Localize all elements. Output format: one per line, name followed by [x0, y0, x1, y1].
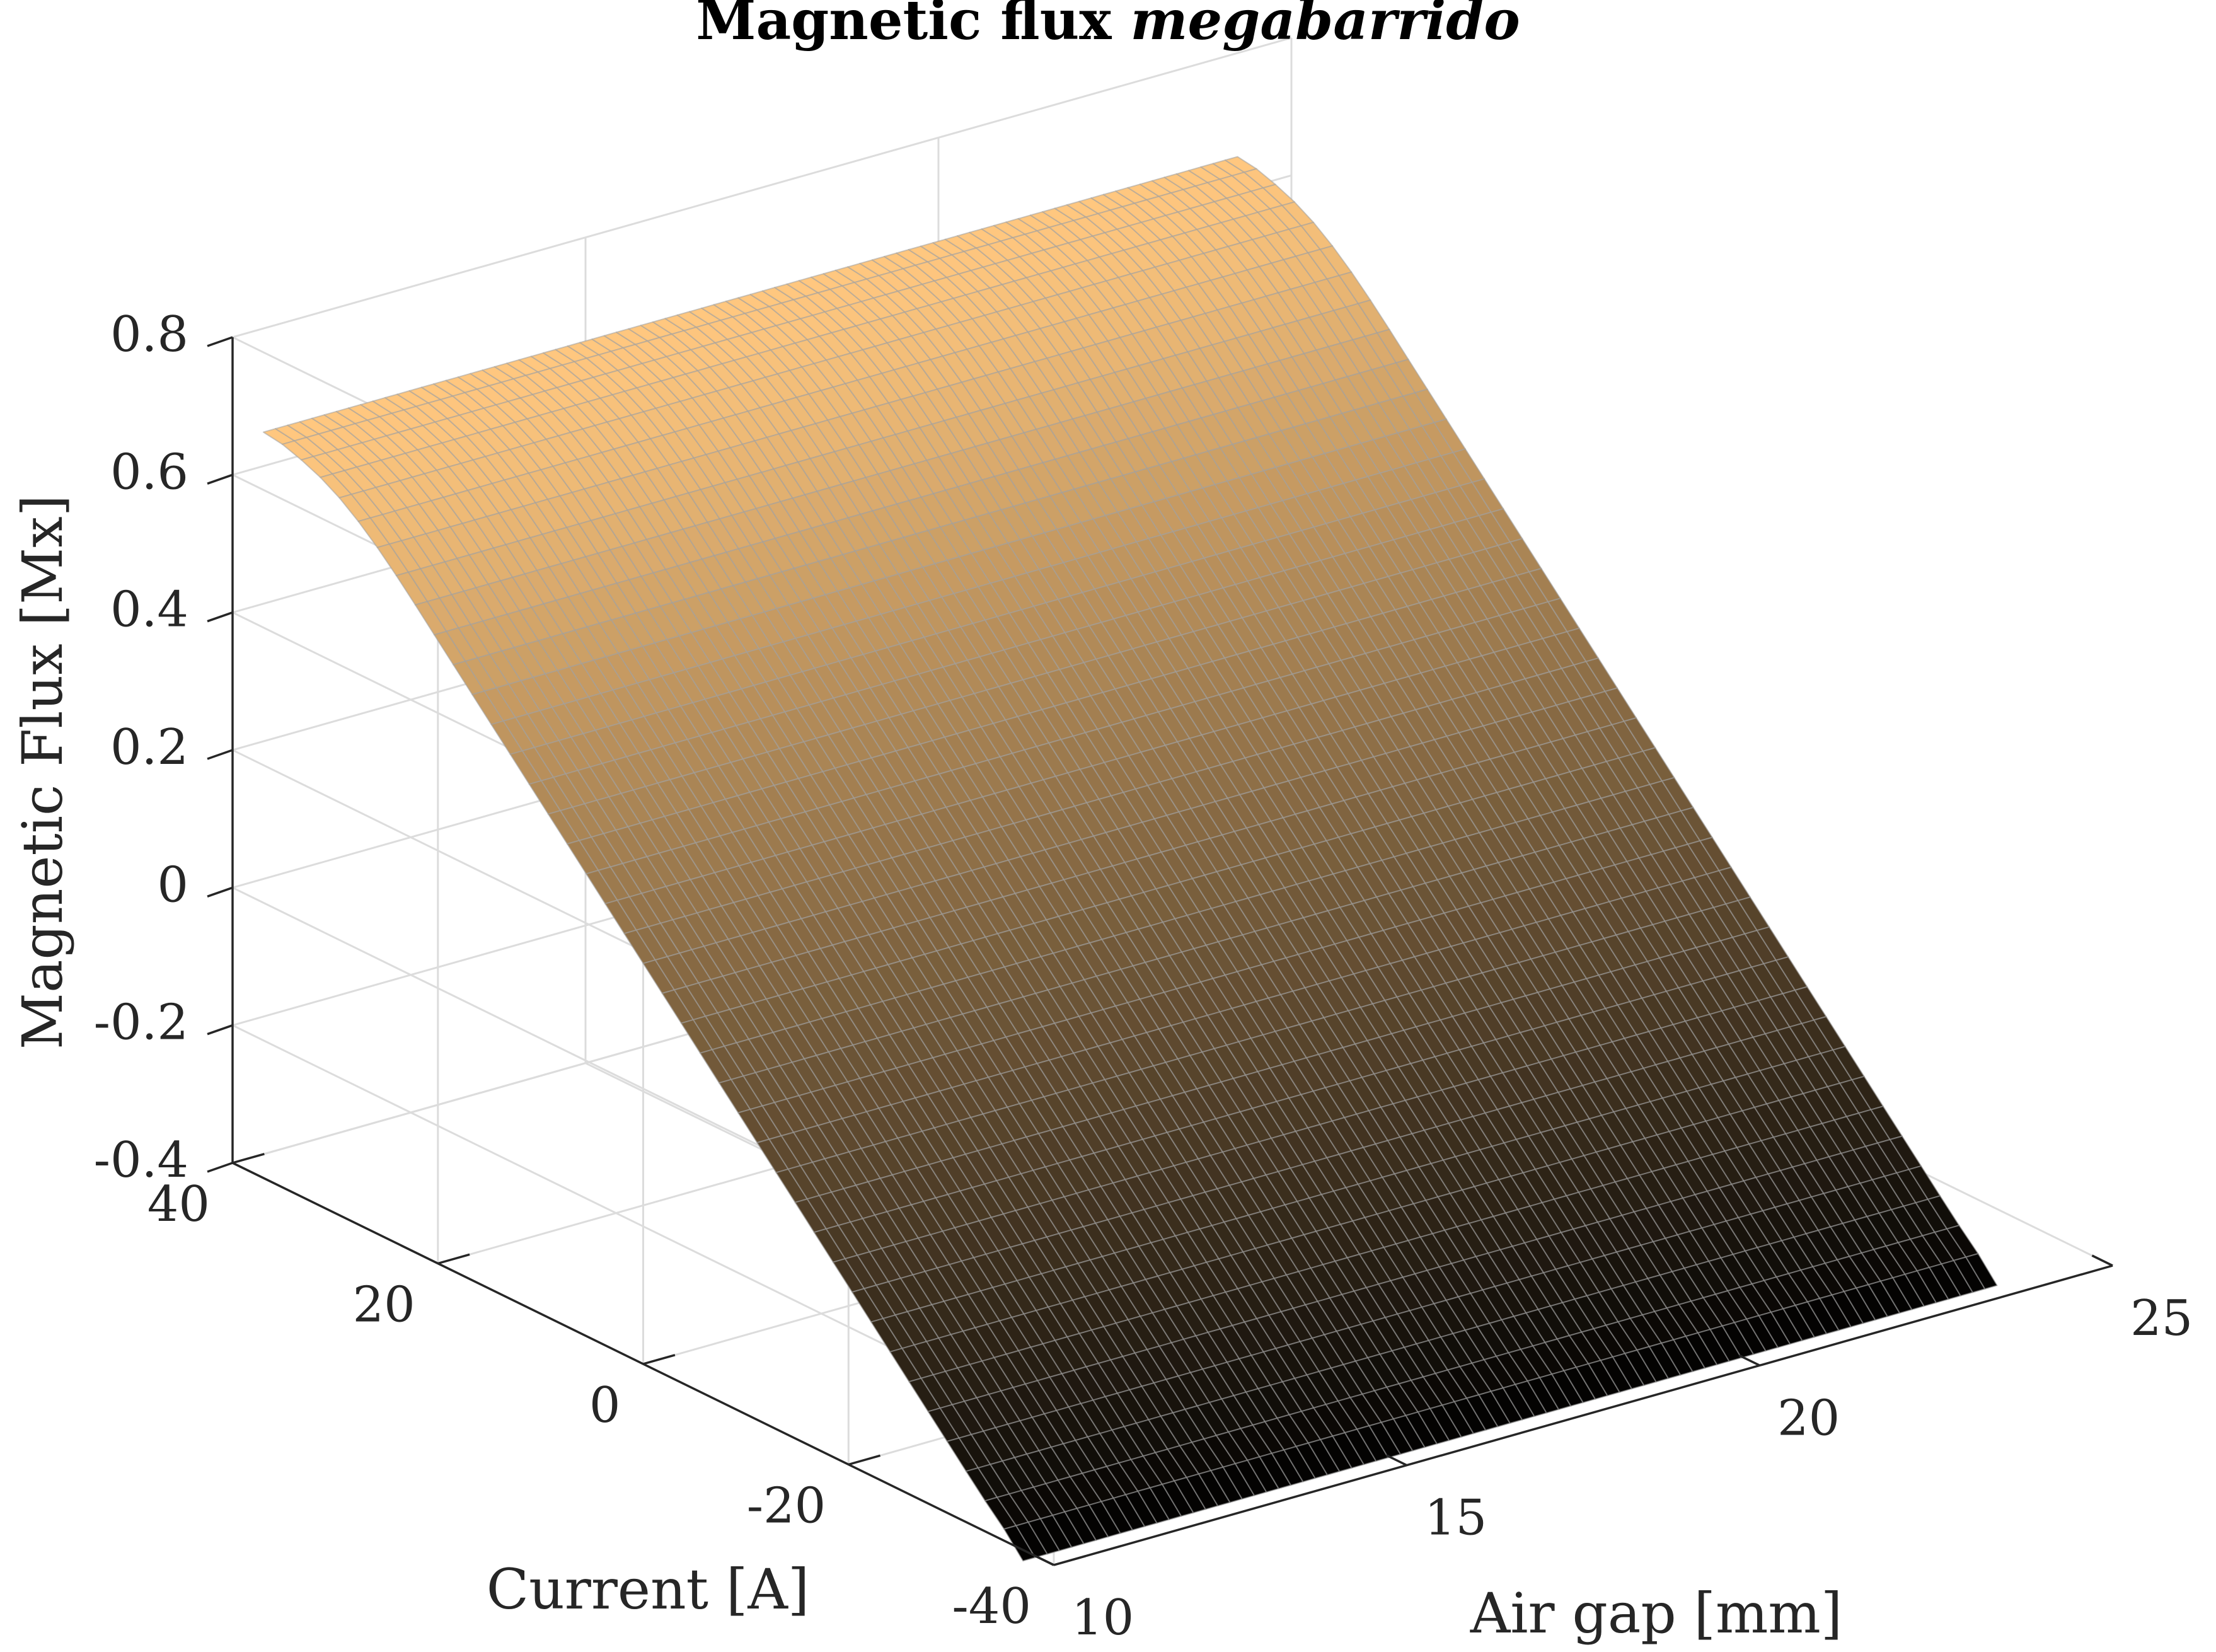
- surface-mesh: [262, 156, 1998, 1562]
- axes: [207, 336, 2113, 1566]
- z-tick-label: 0.8: [110, 306, 188, 363]
- x-tick-label: 10: [1071, 1590, 1134, 1646]
- grid-line: [232, 37, 1292, 338]
- z-axis-label: Magnetic Flux [Mx]: [10, 495, 75, 1049]
- y-tick-label: 0: [589, 1377, 621, 1434]
- x-tick-mark: [1385, 1454, 1407, 1467]
- z-tick-label: 0.4: [110, 582, 188, 638]
- z-tick-label: 0.2: [110, 719, 188, 776]
- chart-title-main: Magnetic flux: [696, 0, 1112, 52]
- x-axis-label: Air gap [mm]: [1470, 1581, 1842, 1646]
- y-tick-mark: [232, 1153, 265, 1164]
- x-tick-label: 15: [1424, 1490, 1487, 1547]
- z-tick-mark: [207, 1024, 233, 1036]
- z-tick-label: -0.4: [94, 1132, 188, 1189]
- z-tick-mark: [207, 473, 233, 485]
- y-tick-label: 20: [353, 1277, 415, 1334]
- y-tick-label: -20: [747, 1478, 826, 1535]
- x-tick-label: 25: [2130, 1290, 2193, 1347]
- y-tick-mark: [848, 1454, 881, 1466]
- chart-title-emphasis: megabarrido: [1131, 0, 1520, 52]
- tick-labels: 10 15 20 25 -40 -20 0 20 40-0.4 -0.2 0 0.2 0.4 0.6 0.8: [94, 306, 2193, 1646]
- y-tick-label: 40: [147, 1176, 210, 1233]
- z-tick-label: 0: [157, 857, 188, 913]
- z-tick-mark: [207, 336, 233, 347]
- x-tick-mark: [1032, 1554, 1054, 1566]
- x-tick-mark: [2091, 1254, 2113, 1267]
- surface-patch: [1965, 1253, 1998, 1290]
- x-tick-label: 20: [1777, 1390, 1840, 1447]
- z-tick-mark: [207, 1162, 233, 1173]
- y-tick-label: -40: [952, 1578, 1031, 1635]
- x-tick-mark: [1738, 1354, 1760, 1366]
- chart-title: Magnetic flux megabarrido: [696, 0, 1520, 52]
- x-axis-line: [1053, 1264, 2113, 1566]
- y-tick-mark: [437, 1253, 470, 1265]
- z-tick-label: -0.2: [94, 995, 188, 1051]
- z-tick-mark: [207, 886, 233, 898]
- y-tick-mark: [643, 1354, 676, 1365]
- z-tick-label: 0.6: [110, 444, 188, 500]
- z-tick-mark: [207, 749, 233, 760]
- y-tick-mark: [1053, 1555, 1086, 1566]
- z-tick-mark: [207, 611, 233, 623]
- y-axis-label: Current [A]: [487, 1557, 809, 1622]
